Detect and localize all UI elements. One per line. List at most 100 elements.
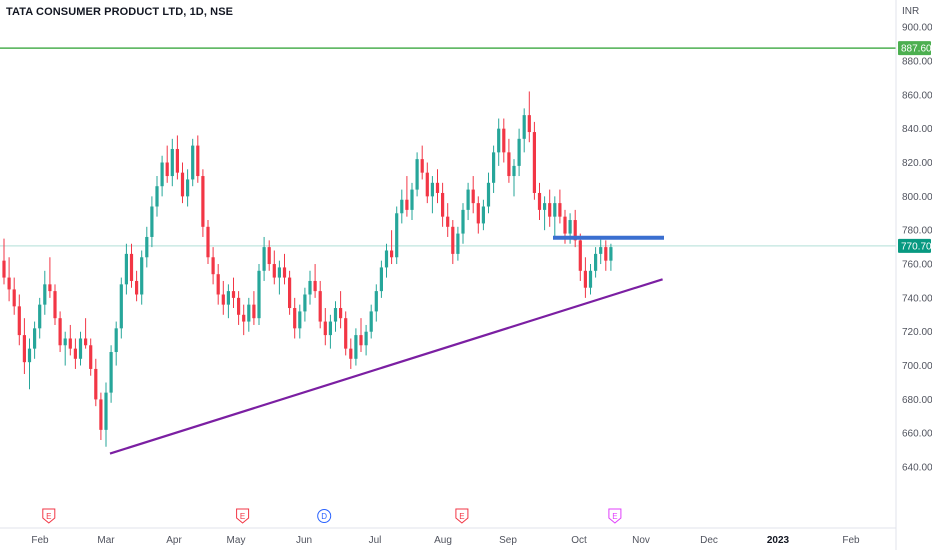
badge-shape [236,508,250,524]
candle [63,331,67,366]
candle [267,240,271,271]
badge-label: D [321,512,327,521]
candle [104,382,108,447]
candle-body [466,189,470,210]
last-price-tag-bg [898,238,931,253]
candle [114,321,118,366]
candle [543,196,547,231]
candle [476,196,480,234]
candle-body [446,216,450,227]
candle [237,291,241,325]
candle [430,176,434,214]
candle-body [293,308,297,329]
candle [180,162,185,204]
candle [507,138,511,183]
price-tags: 887.60 770.70 [898,41,932,253]
candle [242,304,246,336]
candle [252,291,256,325]
candle [558,189,562,224]
earnings-badge[interactable]: E [608,508,622,524]
candle-body [262,247,266,271]
candle-body [282,267,287,278]
candle-body [38,304,42,329]
earnings-badge[interactable]: E [236,508,250,524]
candle-body [517,138,521,166]
candle-body [119,284,123,329]
time-tick-label: Dec [700,535,718,546]
candle-body [588,270,593,288]
badge-label: E [46,512,51,521]
candle-body [109,352,113,393]
earnings-badge[interactable]: E [455,508,469,524]
candle [497,118,501,166]
candle [211,247,215,285]
candle [349,338,353,369]
candle [145,226,149,268]
candle-body [48,284,52,292]
candle-body [604,247,608,261]
time-tick-label: Mar [97,535,115,546]
candle-body [553,203,557,217]
chart-title: TATA CONSUMER PRODUCT LTD, 1D, NSE [6,6,234,18]
candle [257,264,261,325]
candle-body [364,331,368,346]
candle [333,301,338,332]
candle-body [599,247,603,254]
badge-label: E [612,512,617,521]
candle [262,236,266,281]
candle-body [165,162,169,177]
candle [405,176,409,217]
candle [272,250,276,285]
candle-body [492,152,496,183]
candle [191,138,195,187]
candle-body [430,182,434,197]
candle [441,182,445,227]
candle [119,277,123,339]
candle-body [400,199,404,214]
resistance-price-tag-bg [898,41,931,56]
candle-body [99,399,103,430]
candle-body [43,284,47,305]
candle-body [78,338,83,359]
candle-body [303,294,307,312]
price-tick-label: 700.00 [902,361,932,372]
candle-body [502,128,506,153]
candle-body [27,348,32,363]
candle [522,108,526,153]
candle [318,280,322,329]
candle-body [277,267,281,278]
candle [328,314,332,349]
price-tick-label: 780.00 [902,226,932,237]
price-tick-label: 860.00 [902,90,932,101]
candle [170,138,174,187]
badge-shape [317,509,332,523]
candle [435,169,440,204]
candle-body [476,203,480,224]
candle-body [568,220,572,234]
candle [486,172,491,214]
candle-body [231,291,236,298]
candle [186,169,190,207]
candle [216,264,220,305]
candle-body [237,297,241,315]
candle-body [7,277,11,290]
candle-body [390,250,394,258]
candle [583,257,587,298]
candle [226,284,230,319]
candle-body [298,311,302,329]
price-tick-label: 880.00 [902,56,932,67]
candle [150,196,154,248]
candle [384,243,389,278]
candle [415,152,419,197]
candle-body [272,264,276,278]
dividend-badge[interactable]: D [317,509,332,523]
candle-body [17,306,21,336]
candle [303,287,307,322]
candle [553,196,557,237]
candle-body [186,179,190,197]
candle [323,308,327,346]
candle [53,284,57,325]
earnings-badge[interactable]: E [42,508,56,524]
